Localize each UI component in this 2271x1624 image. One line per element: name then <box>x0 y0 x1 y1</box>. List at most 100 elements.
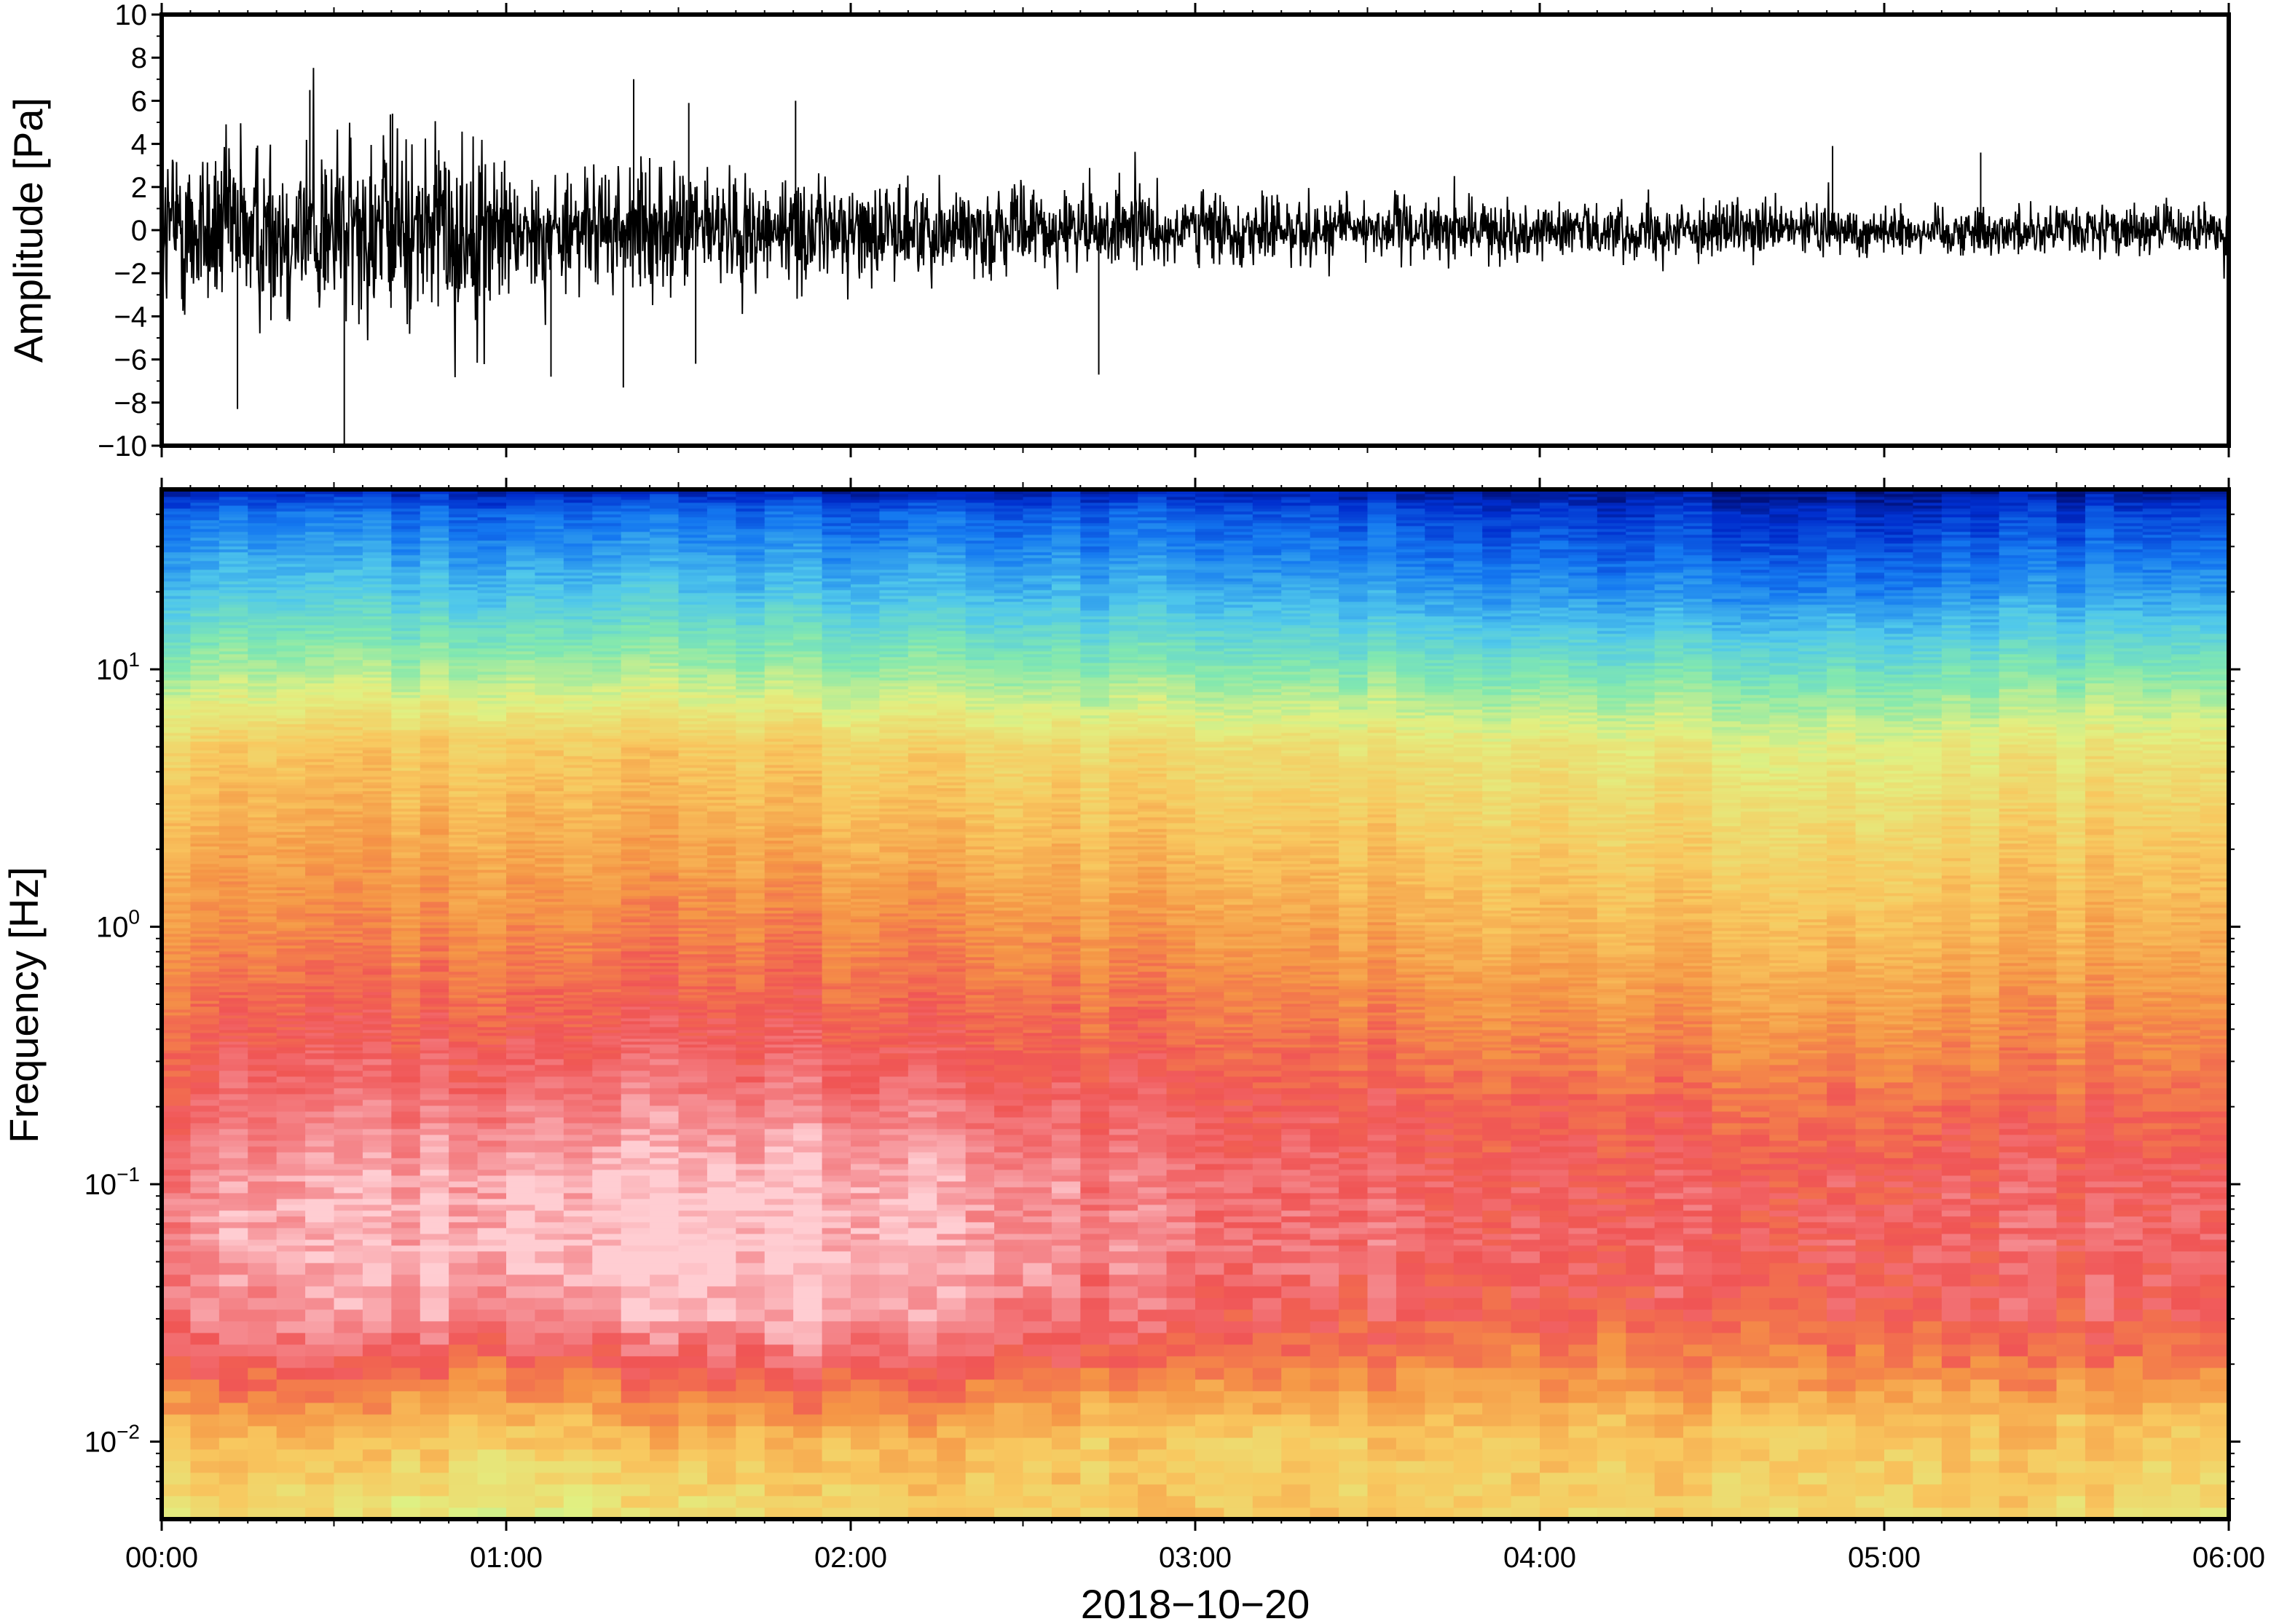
spectrogram-cell <box>477 867 507 870</box>
spectrogram-cell <box>276 526 306 529</box>
spectrogram-cell <box>334 1021 363 1025</box>
spectrogram-cell <box>305 919 335 923</box>
spectrogram-cell <box>678 602 708 605</box>
spectrogram-cell <box>248 564 278 567</box>
spectrogram-cell <box>219 599 248 602</box>
spectrogram-cell <box>477 797 507 800</box>
spectrogram-cell <box>449 1170 479 1176</box>
spectrogram-cell <box>535 1309 564 1322</box>
spectrogram-cell <box>391 558 421 561</box>
spectrogram-cell <box>219 1001 248 1004</box>
spectrogram-cell <box>305 698 335 701</box>
spectrogram-cell <box>305 1036 335 1039</box>
spectrogram-cell <box>334 616 363 620</box>
spectrogram-cell <box>563 552 593 556</box>
spectrogram-cell <box>305 803 335 806</box>
spectrogram-cell <box>449 517 479 521</box>
spectrogram-cell <box>162 1135 192 1141</box>
spectrogram-cell <box>362 942 392 946</box>
spectrogram-cell <box>678 663 708 666</box>
spectrogram-cell <box>650 861 680 864</box>
spectrogram-cell <box>391 800 421 803</box>
spectrogram-cell <box>477 788 507 792</box>
spectrogram-cell <box>621 706 650 710</box>
spectrogram-cell <box>362 645 392 649</box>
spectrogram-cell <box>219 855 248 859</box>
spectrogram-cell <box>621 969 650 972</box>
spectrogram-cell <box>650 1006 680 1010</box>
spectrogram-cell <box>420 651 449 655</box>
spectrogram-cell <box>420 636 449 640</box>
spectrogram-cell <box>678 634 708 637</box>
spectrogram-cell <box>477 1041 507 1045</box>
spectrogram-cell <box>592 960 622 963</box>
spectrogram-cell <box>477 817 507 821</box>
spectrogram-cell <box>190 1152 220 1159</box>
spectrogram-cell <box>362 1076 392 1083</box>
spectrogram-cell <box>248 561 278 564</box>
spectrogram-cell <box>621 572 650 576</box>
spectrogram-cell <box>162 756 192 760</box>
spectrogram-cell <box>162 604 192 608</box>
spectrogram-cell <box>420 529 449 532</box>
spectrogram-cell <box>362 555 392 559</box>
spectrogram-cell <box>420 765 449 768</box>
spectrogram-cell <box>248 1129 278 1135</box>
spectrogram-cell <box>449 893 479 896</box>
spectrogram-cell <box>162 639 192 643</box>
spectrogram-cell <box>650 939 680 943</box>
spectrogram-cell <box>592 581 622 585</box>
spectrogram-cell <box>276 1438 306 1450</box>
spectrogram-cell <box>305 523 335 527</box>
spectrogram-cell <box>650 797 680 800</box>
spectrogram-cell <box>506 823 536 827</box>
spectrogram-cell <box>449 607 479 611</box>
spectrogram-cell <box>391 840 421 844</box>
spectrogram-cell <box>506 701 536 704</box>
spectrogram-cell <box>678 1321 708 1333</box>
spectrogram-cell <box>621 666 650 669</box>
spectrogram-cell <box>477 651 507 655</box>
spectrogram-cell <box>563 768 593 771</box>
spectrogram-cell <box>362 971 392 975</box>
spectrogram-cell <box>391 817 421 821</box>
spectrogram-cell <box>449 773 479 777</box>
spectrogram-cell <box>449 960 479 963</box>
spectrogram-cell <box>420 980 449 984</box>
spectrogram-cell <box>162 1368 192 1380</box>
spectrogram-cell <box>276 808 306 812</box>
spectrogram-cell <box>190 651 220 655</box>
spectrogram-cell <box>650 794 680 797</box>
spectrogram-cell <box>678 1050 708 1054</box>
spectrogram-cell <box>592 657 622 661</box>
spectrogram-cell <box>420 497 449 500</box>
spectrogram-cell <box>276 558 306 561</box>
spectrogram-cell <box>449 1065 479 1071</box>
spectrogram-cell <box>162 526 192 529</box>
spectrogram-cell <box>162 584 192 588</box>
spectrogram-cell <box>420 1050 449 1054</box>
spectrogram-cell <box>420 607 449 611</box>
spectrogram-cell <box>563 1170 593 1176</box>
spectrogram-cell <box>276 963 306 966</box>
spectrogram-cell <box>248 1298 278 1310</box>
spectrogram-cell <box>190 1111 220 1118</box>
spectrogram-cell <box>477 773 507 777</box>
spectrogram-cell <box>477 1274 507 1287</box>
spectrogram-cell <box>477 896 507 899</box>
spectrogram-cell <box>621 1391 650 1403</box>
spectrogram-cell <box>678 500 708 503</box>
spectrogram-cell <box>190 1047 220 1051</box>
spectrogram-cell <box>248 1199 278 1205</box>
spectrogram-cell <box>305 922 335 926</box>
spectrogram-cell <box>248 919 278 923</box>
spectrogram-cell <box>334 939 363 943</box>
spectrogram-cell <box>190 1449 220 1462</box>
spectrogram-cell <box>678 1175 708 1182</box>
spectrogram-cell <box>449 741 479 745</box>
spectrogram-cell <box>449 989 479 993</box>
spectrogram-cell <box>219 1426 248 1438</box>
spectrogram-cell <box>678 558 708 561</box>
spectrogram-cell <box>248 1009 278 1013</box>
spectrogram-cell <box>162 846 192 850</box>
